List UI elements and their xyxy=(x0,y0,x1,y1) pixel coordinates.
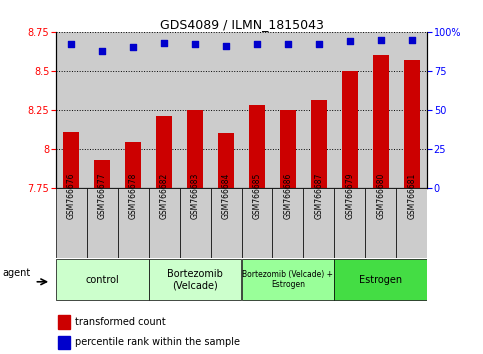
Text: Bortezomib
(Velcade): Bortezomib (Velcade) xyxy=(167,269,223,291)
Bar xyxy=(86,32,117,188)
Point xyxy=(222,43,230,49)
Point xyxy=(346,38,354,44)
Bar xyxy=(187,110,203,188)
Text: GSM766684: GSM766684 xyxy=(222,173,230,219)
Bar xyxy=(58,336,70,349)
Text: control: control xyxy=(85,275,119,285)
Point xyxy=(98,48,106,53)
Bar xyxy=(373,55,389,188)
Bar xyxy=(56,32,86,188)
Text: GSM766679: GSM766679 xyxy=(345,173,355,219)
Bar xyxy=(334,32,366,188)
Text: GSM766683: GSM766683 xyxy=(190,173,199,219)
Text: GSM766687: GSM766687 xyxy=(314,173,324,219)
Point xyxy=(67,41,75,47)
Bar xyxy=(272,188,303,258)
Bar xyxy=(149,188,180,258)
Text: agent: agent xyxy=(3,268,31,278)
Bar xyxy=(342,71,358,188)
Bar xyxy=(149,32,180,188)
Text: percentile rank within the sample: percentile rank within the sample xyxy=(75,337,240,348)
Text: GSM766677: GSM766677 xyxy=(98,173,107,219)
Bar xyxy=(94,160,110,188)
Bar xyxy=(249,105,265,188)
Bar xyxy=(211,32,242,188)
Text: GSM766682: GSM766682 xyxy=(159,173,169,219)
Point xyxy=(253,41,261,47)
Bar xyxy=(56,259,149,300)
Point xyxy=(160,40,168,46)
Bar xyxy=(311,101,327,188)
Bar xyxy=(125,142,141,188)
Bar xyxy=(334,259,427,300)
Point xyxy=(129,45,137,50)
Point xyxy=(191,41,199,47)
Bar xyxy=(404,60,420,188)
Bar xyxy=(334,188,366,258)
Bar xyxy=(242,259,334,300)
Bar xyxy=(242,32,272,188)
Bar xyxy=(397,188,427,258)
Text: GSM766676: GSM766676 xyxy=(67,173,75,219)
Bar xyxy=(280,110,296,188)
Bar xyxy=(303,188,334,258)
Text: transformed count: transformed count xyxy=(75,317,166,327)
Bar xyxy=(149,259,242,300)
Point xyxy=(408,37,416,42)
Bar xyxy=(272,32,303,188)
Text: GSM766686: GSM766686 xyxy=(284,173,293,219)
Text: GSM766685: GSM766685 xyxy=(253,173,261,219)
Point xyxy=(377,37,385,42)
Text: Estrogen: Estrogen xyxy=(359,275,402,285)
Bar xyxy=(117,188,149,258)
Bar xyxy=(303,32,334,188)
Text: GSM766680: GSM766680 xyxy=(376,173,385,219)
Text: GSM766678: GSM766678 xyxy=(128,173,138,219)
Bar xyxy=(56,188,86,258)
Bar xyxy=(156,116,172,188)
Bar xyxy=(117,32,149,188)
Bar xyxy=(397,32,427,188)
Bar xyxy=(218,133,234,188)
Bar xyxy=(180,188,211,258)
Bar xyxy=(58,315,70,329)
Bar xyxy=(242,188,272,258)
Point xyxy=(284,41,292,47)
Bar xyxy=(211,188,242,258)
Bar xyxy=(366,32,397,188)
Bar xyxy=(366,188,397,258)
Bar xyxy=(63,132,79,188)
Title: GDS4089 / ILMN_1815043: GDS4089 / ILMN_1815043 xyxy=(159,18,324,31)
Text: Bortezomib (Velcade) +
Estrogen: Bortezomib (Velcade) + Estrogen xyxy=(242,270,333,289)
Text: GSM766681: GSM766681 xyxy=(408,173,416,219)
Bar xyxy=(180,32,211,188)
Bar xyxy=(86,188,117,258)
Point xyxy=(315,41,323,47)
